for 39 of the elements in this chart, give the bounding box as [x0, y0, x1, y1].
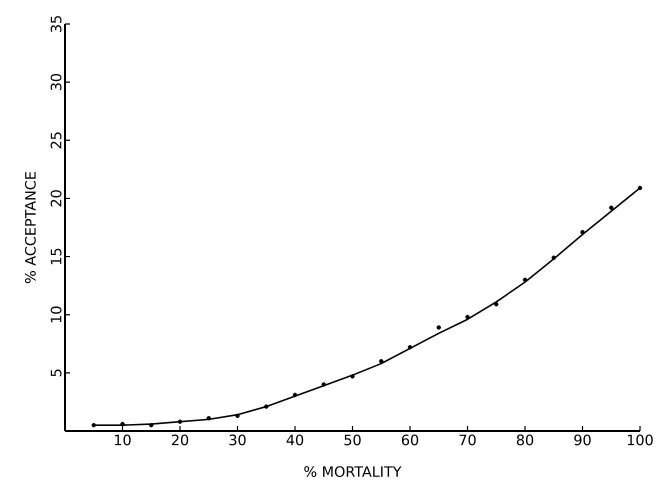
x-tick-label: 100 [628, 434, 653, 446]
y-axis-title: % ACCEPTANCE [24, 172, 36, 284]
y-tick-label: 25 [50, 132, 62, 148]
point [552, 256, 556, 260]
x-tick-label: 50 [344, 434, 361, 446]
x-tick-label: 40 [286, 434, 304, 446]
y-tick-label: 35 [50, 16, 62, 32]
point [292, 392, 298, 398]
x-tick-label: 20 [172, 434, 188, 446]
point [609, 206, 614, 210]
point [149, 422, 154, 428]
point [322, 382, 326, 387]
y-tick-label: 20 [50, 190, 62, 207]
x-axis-title: % MORTALITY [304, 466, 402, 478]
x-tick-label: 90 [574, 434, 591, 446]
point [178, 420, 182, 424]
point [436, 325, 441, 330]
point [408, 345, 412, 350]
y-tick-label: 15 [50, 248, 62, 264]
y-tick-label: 5 [50, 370, 62, 376]
x-tick-label: 10 [114, 434, 131, 446]
point [379, 359, 384, 364]
point [264, 404, 268, 409]
point [92, 422, 96, 428]
x-tick-label: 30 [229, 434, 246, 446]
point [120, 422, 125, 426]
point [494, 302, 498, 306]
point [350, 374, 355, 379]
x-tick-label: 70 [460, 434, 476, 446]
point [206, 416, 211, 420]
point [580, 230, 585, 234]
x-tick-label: 80 [516, 434, 534, 446]
point [465, 314, 470, 320]
y-tick-label: 30 [50, 74, 62, 90]
y-tick-label: 10 [50, 306, 62, 322]
point [638, 186, 642, 190]
x-tick-label: 60 [402, 434, 418, 446]
point [235, 414, 240, 418]
point [522, 278, 528, 282]
